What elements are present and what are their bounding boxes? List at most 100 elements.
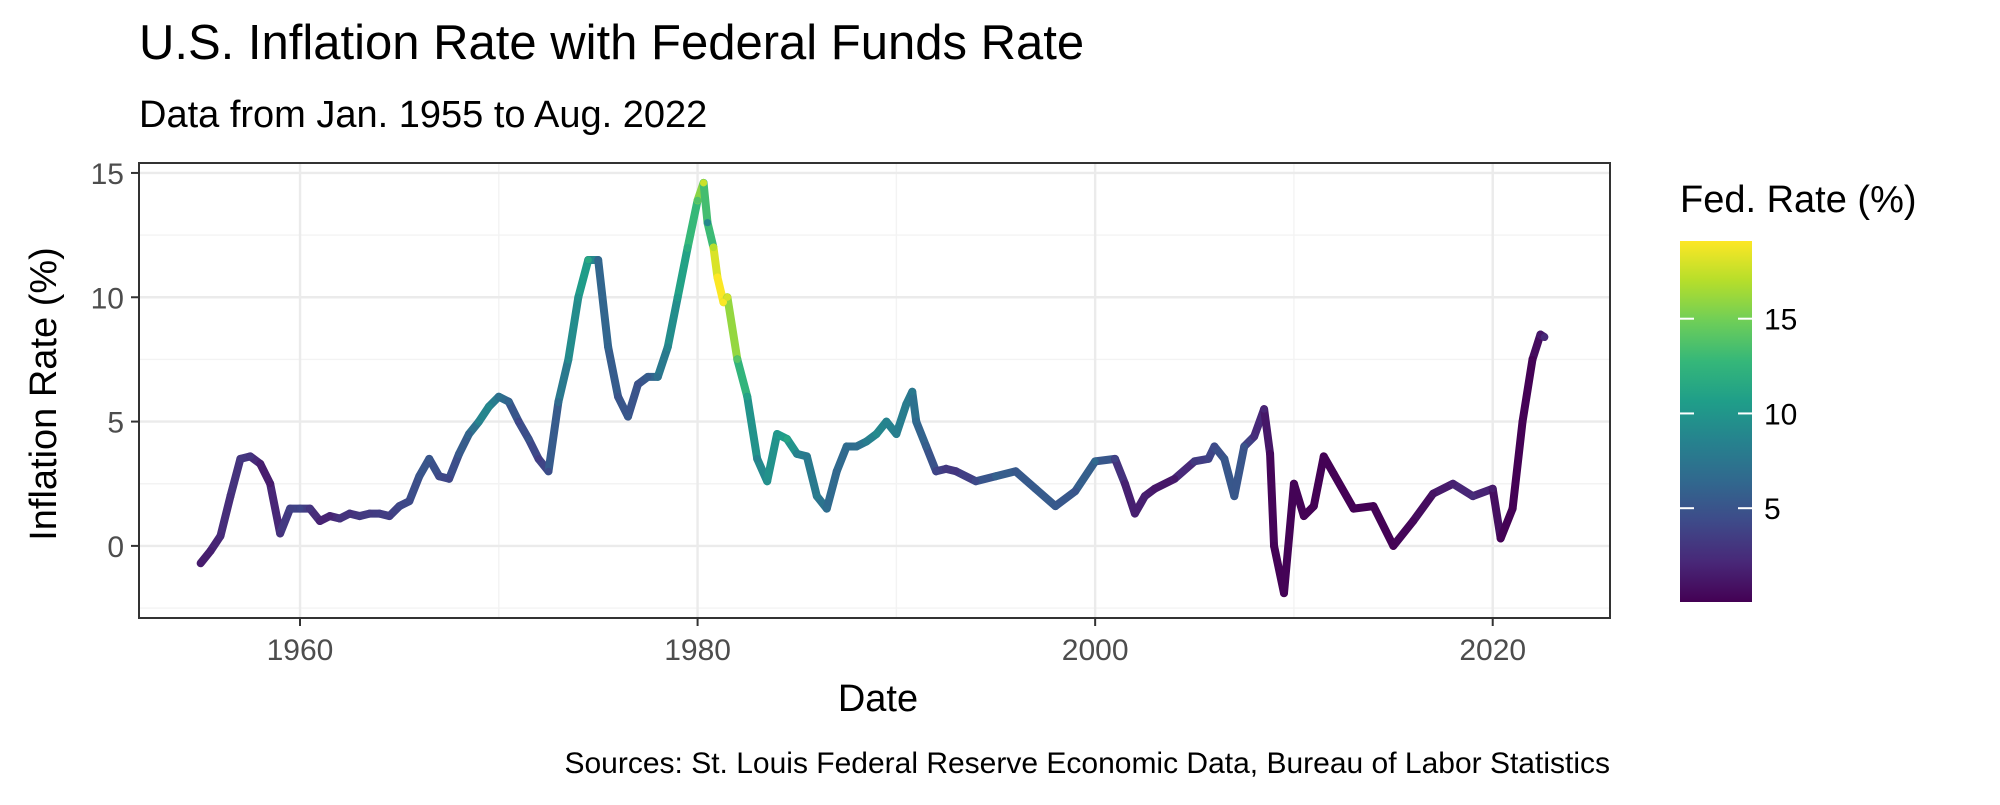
data-point <box>276 529 284 538</box>
series-segment <box>1170 457 1199 483</box>
data-point <box>912 417 920 426</box>
series-segment <box>1488 484 1505 543</box>
series-segment <box>1289 479 1308 521</box>
data-point <box>902 400 910 408</box>
legend-tick-label: 5 <box>1764 493 1781 526</box>
x-tick-label: 2000 <box>1062 634 1129 667</box>
data-point <box>862 437 871 446</box>
legend-tick-label: 15 <box>1764 304 1797 337</box>
data-point <box>1449 480 1457 488</box>
data-point <box>425 455 433 463</box>
data-point <box>793 450 801 458</box>
series-segment <box>1230 442 1249 501</box>
data-point <box>713 273 722 281</box>
data-point <box>1240 442 1248 451</box>
data-point <box>206 547 215 555</box>
data-point <box>475 417 483 426</box>
data-point <box>1280 589 1288 597</box>
data-point <box>709 243 718 252</box>
series-segment <box>604 342 623 401</box>
data-point <box>1230 492 1238 500</box>
data-point <box>1141 492 1149 500</box>
series-segment <box>544 397 563 476</box>
data-point <box>197 559 205 567</box>
data-point <box>1111 455 1119 463</box>
data-point <box>699 179 708 187</box>
data-point <box>1389 542 1397 550</box>
data-point <box>1266 450 1274 458</box>
data-point <box>1220 455 1228 463</box>
data-point <box>604 343 612 351</box>
series-segment <box>723 293 742 364</box>
data-point <box>435 472 443 480</box>
data-point <box>823 505 831 513</box>
data-point <box>843 442 851 451</box>
series-segment <box>1518 355 1537 426</box>
y-axis-title: Inflation Rate (%) <box>23 247 65 541</box>
data-point <box>1171 475 1179 483</box>
y-tick-label: 15 <box>91 158 124 191</box>
series-segment <box>226 454 245 501</box>
data-point <box>1489 485 1497 493</box>
grid-lines <box>139 163 1610 618</box>
series-segment <box>908 387 921 426</box>
data-point <box>326 512 334 520</box>
data-point <box>256 460 264 468</box>
series-line <box>196 178 1549 598</box>
series-segment <box>733 355 752 401</box>
series-segment <box>554 355 573 406</box>
series-segment <box>266 479 285 538</box>
data-point <box>942 465 950 473</box>
series-segment <box>699 178 712 227</box>
data-point <box>1469 492 1477 500</box>
data-point <box>346 509 354 518</box>
data-point <box>365 509 374 518</box>
series-segment <box>1011 467 1040 493</box>
legend-tick-label: 10 <box>1764 398 1797 431</box>
data-point <box>316 517 324 525</box>
chart-caption: Sources: St. Louis Federal Reserve Econo… <box>564 747 1610 780</box>
data-point <box>554 398 563 406</box>
data-point <box>624 413 632 421</box>
data-point <box>1250 432 1258 441</box>
data-point <box>1429 490 1437 498</box>
y-tick-label: 10 <box>91 282 124 315</box>
panel-border <box>138 162 1611 619</box>
data-point <box>544 467 553 475</box>
data-point <box>1300 512 1308 520</box>
data-point <box>743 393 751 401</box>
data-point <box>1091 457 1099 465</box>
series-segment <box>653 342 672 381</box>
data-point <box>1409 517 1417 525</box>
y-tick-label: 0 <box>107 531 124 564</box>
chart-subtitle: Data from Jan. 1955 to Aug. 2022 <box>139 94 707 136</box>
data-point <box>763 477 771 485</box>
series-segment <box>763 430 782 486</box>
data-point <box>485 403 493 411</box>
data-point <box>505 398 513 406</box>
data-point <box>693 196 702 204</box>
chart-title: U.S. Inflation Rate with Federal Funds R… <box>139 16 1084 70</box>
data-point <box>356 512 364 520</box>
data-point <box>1121 480 1129 488</box>
series-segment <box>1508 417 1527 513</box>
series-segment <box>743 392 762 463</box>
data-point <box>853 442 861 451</box>
series-segment <box>822 467 841 513</box>
data-point <box>1528 355 1537 364</box>
data-point <box>833 467 841 475</box>
data-point <box>1518 417 1527 426</box>
data-point <box>992 472 1000 480</box>
data-point <box>495 393 503 401</box>
data-point <box>972 477 980 485</box>
series-segment <box>1260 405 1275 458</box>
y-tick-label: 5 <box>107 407 124 440</box>
data-point <box>674 293 682 301</box>
data-point <box>882 417 891 426</box>
data-point <box>703 219 712 227</box>
data-point <box>733 355 741 364</box>
data-point <box>1508 505 1517 513</box>
data-point <box>564 355 572 364</box>
data-point <box>336 514 344 523</box>
series-segment <box>683 196 702 252</box>
